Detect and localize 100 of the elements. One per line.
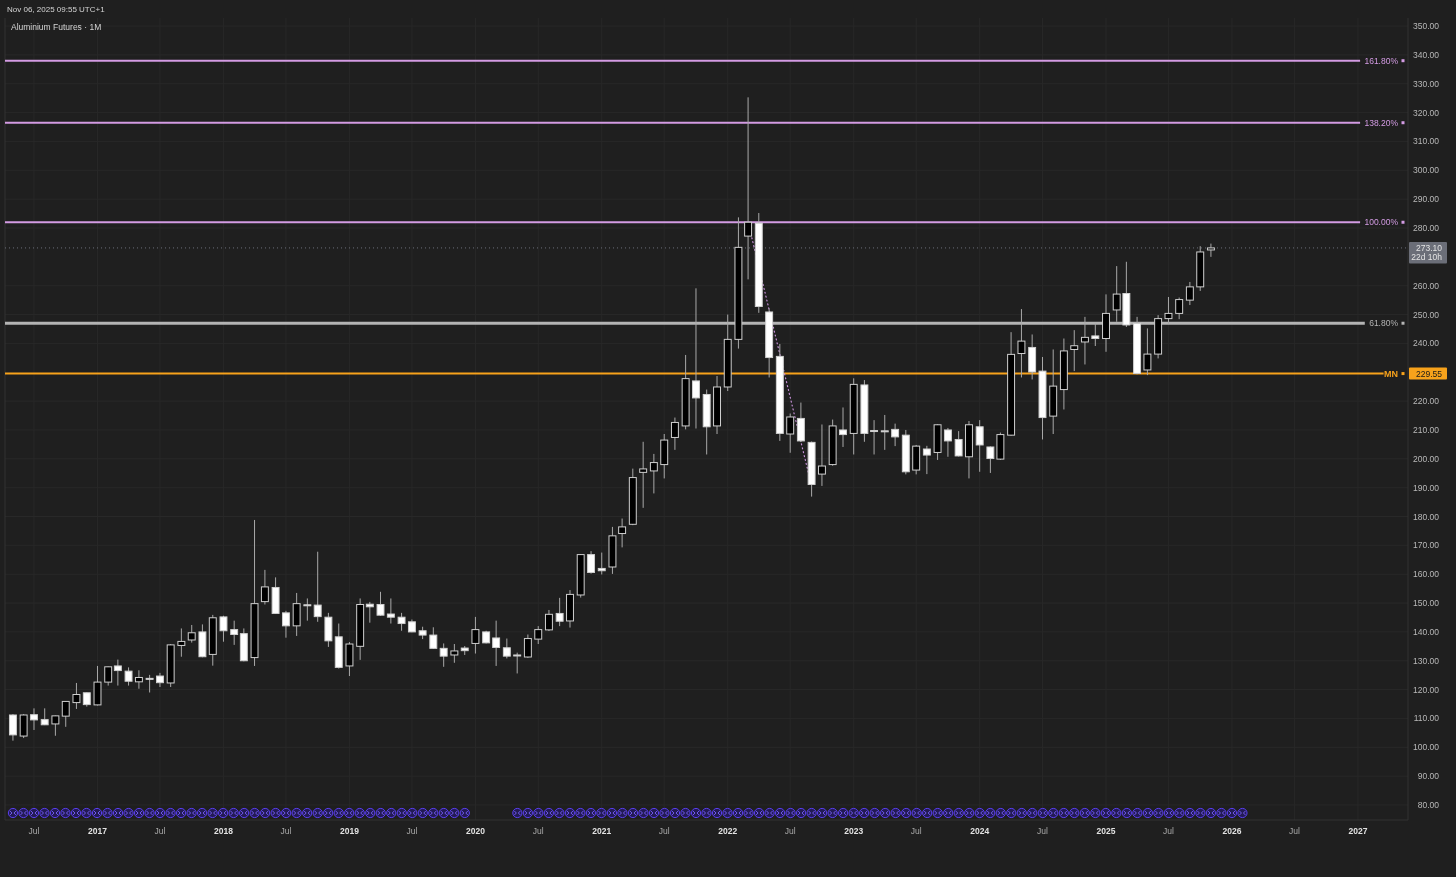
candlestick <box>281 610 290 639</box>
candlestick <box>113 659 122 687</box>
x-tick-label: Jul <box>154 826 166 836</box>
y-tick-label: 190.00 <box>1413 482 1440 493</box>
y-tick-label: 140.00 <box>1413 626 1440 637</box>
x-tick-label: 2026 <box>1222 826 1242 836</box>
candlestick <box>796 402 805 443</box>
x-tick-label: Jul <box>658 826 670 836</box>
candlestick <box>1206 243 1215 258</box>
candlestick <box>555 597 564 627</box>
x-tick-label: 2023 <box>844 826 864 836</box>
candlestick <box>975 419 984 473</box>
candlestick <box>618 518 627 548</box>
y-tick-label: 130.00 <box>1413 655 1440 666</box>
candlestick <box>292 592 301 637</box>
x-tick-label: Jul <box>532 826 544 836</box>
y-tick-label: 210.00 <box>1413 424 1440 435</box>
candlestick <box>219 615 228 643</box>
x-tick-label: Jul <box>910 826 922 836</box>
y-tick-label: 340.00 <box>1413 49 1440 60</box>
candlestick <box>124 666 133 687</box>
candlestick <box>912 444 921 475</box>
candlestick <box>303 597 312 622</box>
x-tick-label: Jul <box>1037 826 1049 836</box>
y-tick-label: 170.00 <box>1413 540 1440 551</box>
candlestick <box>376 591 385 617</box>
annotation: 61.80% <box>1369 318 1399 329</box>
candlestick <box>386 597 395 625</box>
candlestick <box>439 642 448 668</box>
x-tick-label: 2027 <box>1348 826 1368 836</box>
candlestick <box>513 652 522 674</box>
text: Nov 06, 2025 09:55 UTC+1 <box>7 4 106 14</box>
candlestick <box>313 551 322 623</box>
annotation: 161.80% <box>1364 55 1399 66</box>
x-tick-label: Jul <box>28 826 40 836</box>
y-tick-label: 90.00 <box>1417 771 1440 782</box>
candlestick <box>61 700 70 728</box>
candlestick <box>260 569 269 605</box>
x-tick-label: 2019 <box>339 826 360 836</box>
candlestick <box>639 441 648 509</box>
y-tick-label: 240.00 <box>1413 338 1440 349</box>
candlestick <box>1070 329 1079 372</box>
text: Aluminium Futures · 1M <box>11 22 102 32</box>
candlestick <box>649 453 658 494</box>
candlestick <box>93 665 102 706</box>
y-tick-label: 160.00 <box>1413 569 1440 580</box>
candlestick <box>502 638 511 659</box>
candlestick <box>744 96 753 280</box>
candlestick <box>19 713 28 739</box>
candlestick <box>30 707 38 731</box>
candlestick <box>471 616 480 655</box>
x-tick-label: 2020 <box>465 826 486 836</box>
x-tick-label: Jul <box>1163 826 1175 836</box>
candlestick <box>922 445 931 475</box>
candlestick <box>51 715 60 737</box>
x-tick-label: 2021 <box>592 826 612 836</box>
y-tick-label: 330.00 <box>1413 78 1440 89</box>
x-tick-label: Jul <box>784 826 796 836</box>
text: 22d 10h <box>1411 252 1443 263</box>
y-tick-label: 200.00 <box>1413 453 1440 464</box>
annotation: 100.00% <box>1364 217 1399 228</box>
candlestick <box>177 627 186 658</box>
candlestick <box>1185 281 1194 306</box>
candlestick <box>587 550 596 575</box>
candlestick <box>986 445 995 474</box>
candlestick <box>786 413 795 454</box>
y-tick-label: 280.00 <box>1413 223 1440 234</box>
x-tick-label: 2022 <box>718 826 738 836</box>
candlestick <box>954 430 963 457</box>
x-tick-label: Jul <box>1289 826 1300 836</box>
candlestick <box>817 423 826 487</box>
candlestick <box>345 641 354 677</box>
y-tick-label: 220.00 <box>1413 396 1440 407</box>
y-tick-label: 290.00 <box>1413 194 1440 205</box>
y-tick-label: 350.00 <box>1413 21 1440 32</box>
candlestick <box>492 620 501 667</box>
candlestick <box>230 620 239 646</box>
y-tick-label: 300.00 <box>1413 165 1440 176</box>
y-tick-label: 120.00 <box>1413 684 1440 695</box>
candlestick <box>72 682 81 710</box>
y-tick-label: 80.00 <box>1417 800 1440 810</box>
y-tick-label: 110.00 <box>1413 713 1440 724</box>
y-tick-label: 250.00 <box>1413 309 1440 320</box>
x-tick-label: 2017 <box>88 826 108 836</box>
x-tick-label: Jul <box>406 826 418 836</box>
candlestick <box>324 612 333 648</box>
candlestick <box>134 669 143 690</box>
candlestick <box>597 552 606 575</box>
candlestick <box>450 643 459 664</box>
x-tick-label: 2024 <box>970 826 990 836</box>
y-tick-label: 320.00 <box>1413 107 1440 118</box>
candlestick <box>8 713 17 742</box>
x-tick-label: Jul <box>280 826 292 836</box>
candlestick <box>670 417 679 451</box>
candlestick <box>523 634 532 659</box>
candlestick <box>891 423 900 447</box>
x-tick-label: 2018 <box>214 826 234 836</box>
x-tick-label: 2025 <box>1096 826 1116 836</box>
y-tick-label: 100.00 <box>1413 742 1440 753</box>
y-tick-label: 180.00 <box>1413 511 1440 522</box>
